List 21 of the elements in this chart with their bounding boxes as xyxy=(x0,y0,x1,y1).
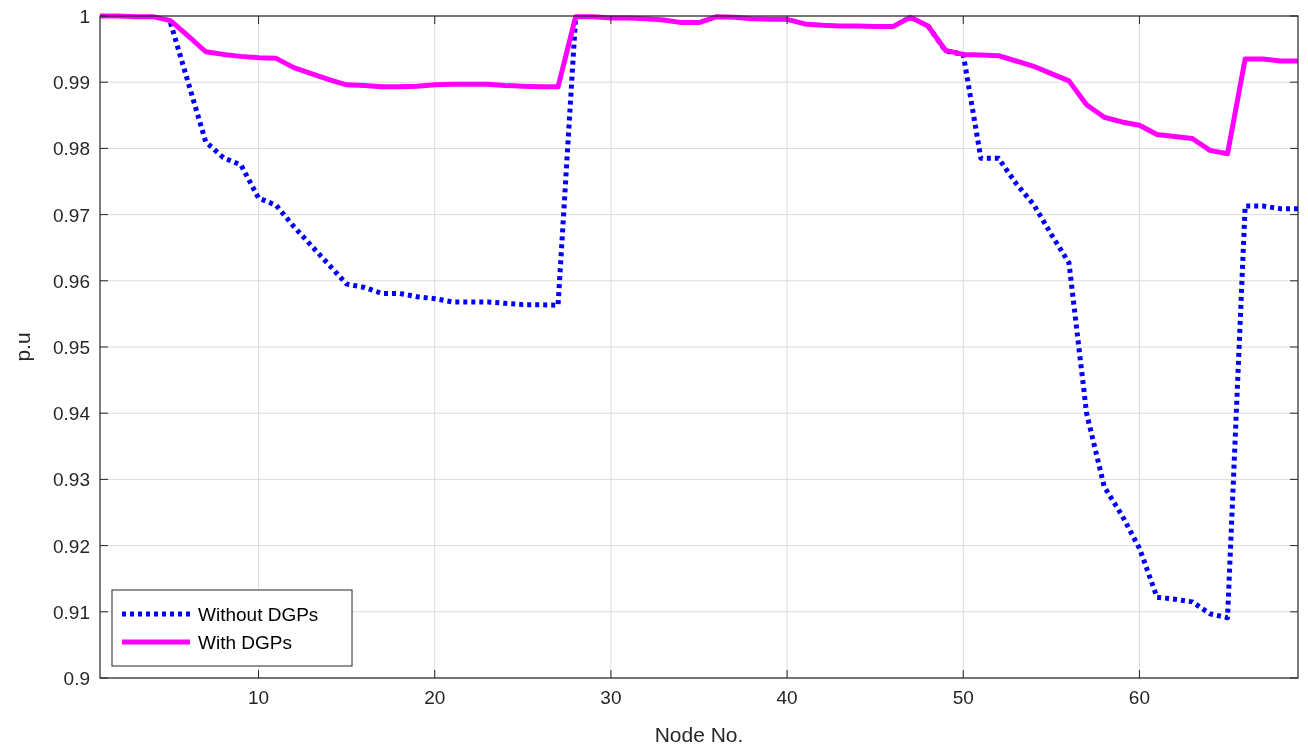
legend-label: Without DGPs xyxy=(198,604,319,625)
y-tick-label: 0.98 xyxy=(53,138,90,160)
y-tick-label: 1 xyxy=(79,6,90,27)
y-axis-title: p.u xyxy=(11,332,34,362)
y-tick-label: 0.97 xyxy=(53,204,90,226)
y-tick-label: 0.95 xyxy=(53,337,90,358)
x-tick-label: 60 xyxy=(1128,687,1151,708)
x-tick-label: 40 xyxy=(776,687,798,708)
y-tick-label: 0.91 xyxy=(53,601,90,623)
y-tick-label: 0.93 xyxy=(53,469,90,491)
x-tick-label: 10 xyxy=(247,687,270,708)
y-tick-label: 0.9 xyxy=(63,668,90,689)
y-tick-label: 0.92 xyxy=(53,535,90,557)
y-tick-label: 0.99 xyxy=(53,72,90,94)
x-tick-label: 50 xyxy=(952,687,974,708)
y-tick-label: 0.96 xyxy=(53,270,90,292)
x-axis-title: Node No. xyxy=(654,723,744,746)
x-tick-label: 20 xyxy=(424,687,446,708)
x-tick-label: 30 xyxy=(600,687,622,708)
y-tick-label: 0.94 xyxy=(53,403,91,425)
legend-label: With DGPs xyxy=(198,632,292,653)
